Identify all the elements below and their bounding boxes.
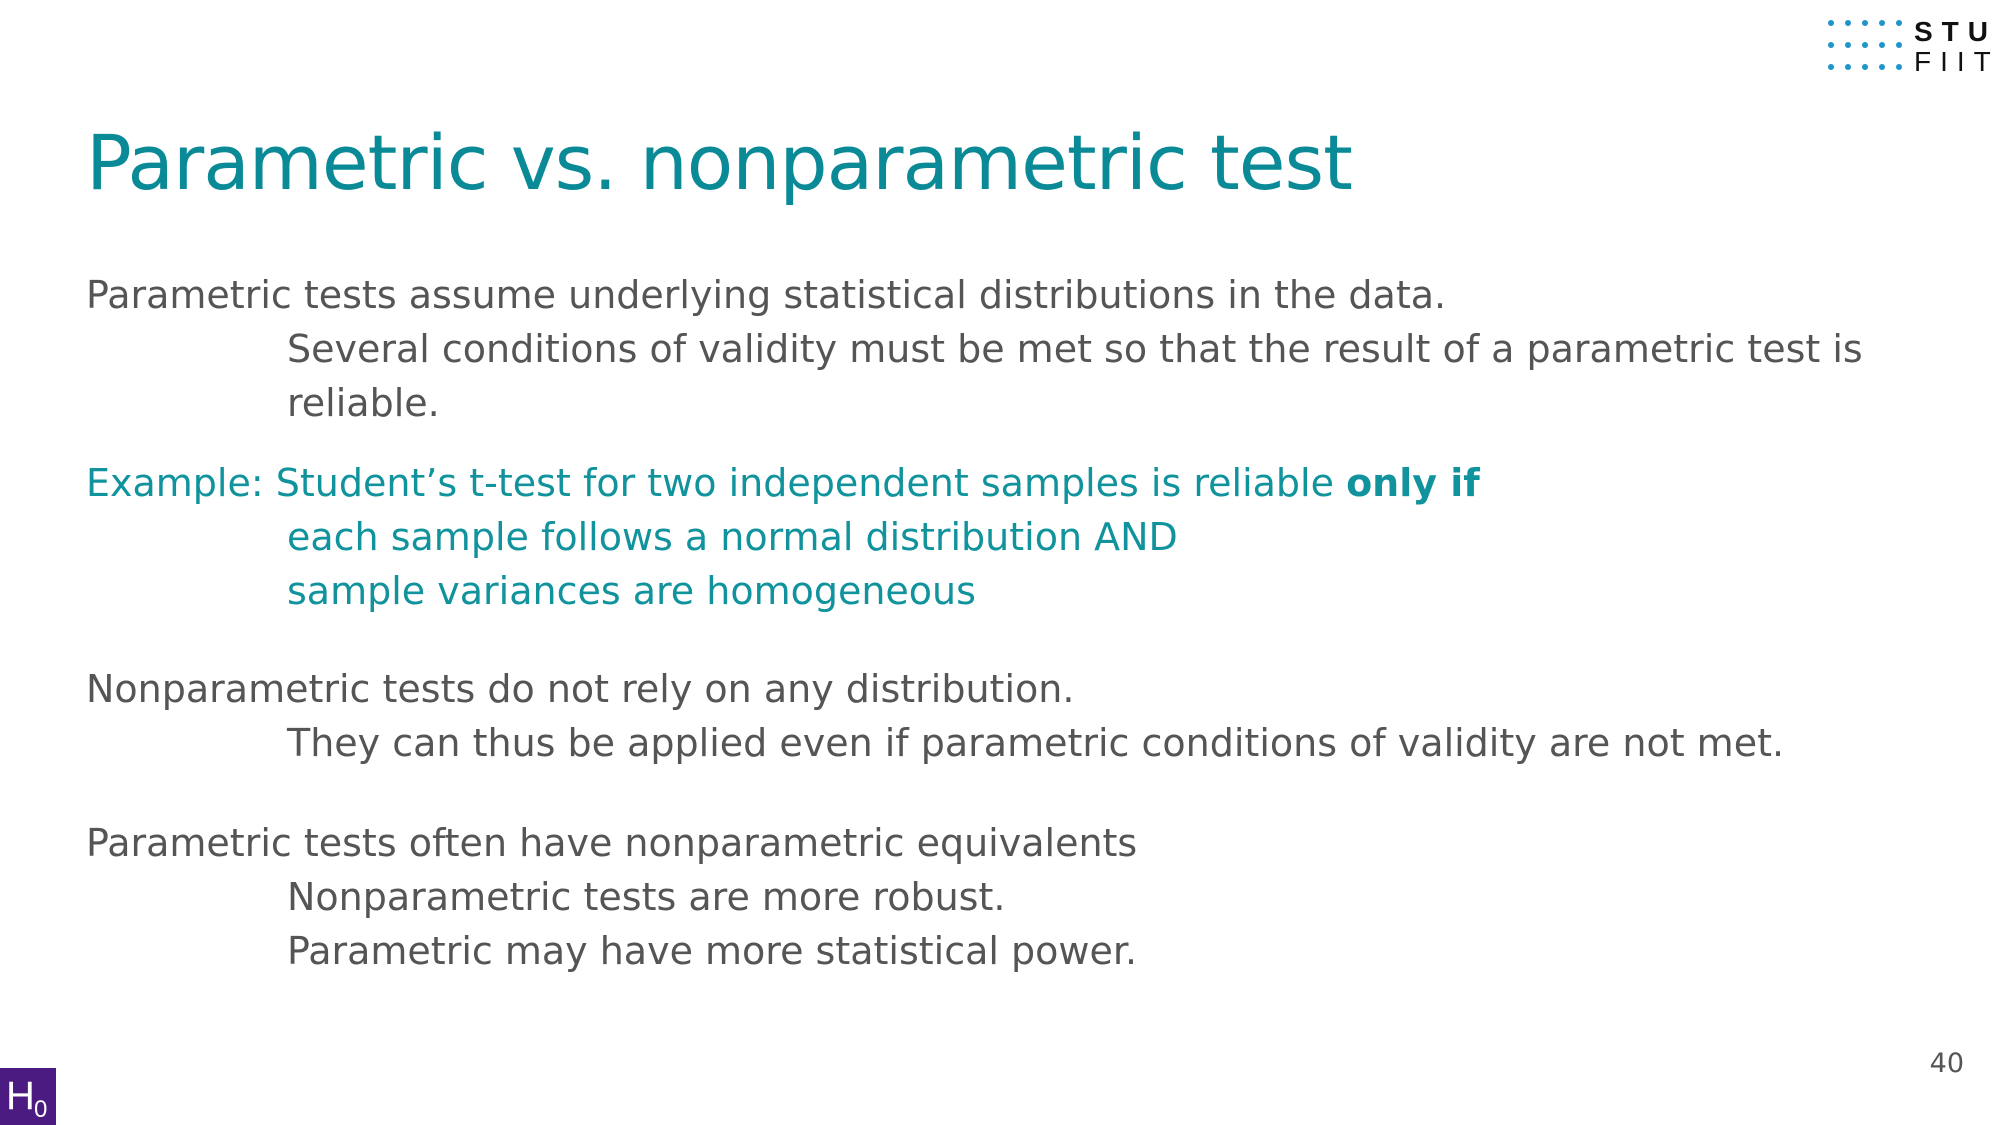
slide-body: Parametric tests assume underlying stati… xyxy=(86,268,1926,978)
nonparametric-detail: They can thus be applied even if paramet… xyxy=(287,721,1785,765)
logo-dot xyxy=(1828,20,1834,26)
logo-text-stu: STU xyxy=(1914,16,1997,47)
equivalents-detail-2: Parametric may have more statistical pow… xyxy=(287,929,1138,973)
logo-dot xyxy=(1862,64,1868,70)
logo-dot xyxy=(1828,64,1834,70)
logo-dot xyxy=(1879,20,1885,26)
h0-subscript: 0 xyxy=(34,1096,48,1123)
logo-dot xyxy=(1845,42,1851,48)
logo-text-fiit: FIIT xyxy=(1914,46,2000,77)
logo-dot xyxy=(1845,64,1851,70)
parametric-intro: Parametric tests assume underlying stati… xyxy=(86,273,1447,317)
h0-badge: H 0 xyxy=(0,1068,56,1125)
logo-dot xyxy=(1896,20,1902,26)
logo-dot xyxy=(1896,64,1902,70)
slide-title: Parametric vs. nonparametric test xyxy=(86,118,1353,207)
example-condition-2: sample variances are homogeneous xyxy=(287,569,976,613)
parametric-detail-2: reliable. xyxy=(287,381,440,425)
logo-dot xyxy=(1879,42,1885,48)
parametric-detail-1: Several conditions of validity must be m… xyxy=(287,327,1863,371)
logo-dot-grid-icon xyxy=(1828,18,1908,76)
nonparametric-intro: Nonparametric tests do not rely on any d… xyxy=(86,667,1075,711)
logo-dot xyxy=(1862,42,1868,48)
equivalents-intro: Parametric tests often have nonparametri… xyxy=(86,821,1138,865)
equivalents-detail-1: Nonparametric tests are more robust. xyxy=(287,875,1006,919)
stu-fiit-logo: STU FIIT xyxy=(1828,18,1991,76)
logo-dot xyxy=(1879,64,1885,70)
example-emphasis: only if xyxy=(1346,461,1480,505)
logo-dot xyxy=(1862,20,1868,26)
example-condition-1: each sample follows a normal distributio… xyxy=(287,515,1178,559)
logo-dot xyxy=(1828,42,1834,48)
page-number: 40 xyxy=(1929,1048,1964,1079)
logo-dot xyxy=(1845,20,1851,26)
example-line: Example: Student’s t-test for two indepe… xyxy=(86,456,1926,510)
h0-letter: H xyxy=(6,1074,35,1118)
example-text: Example: Student’s t-test for two indepe… xyxy=(86,461,1347,505)
logo-dot xyxy=(1896,42,1902,48)
